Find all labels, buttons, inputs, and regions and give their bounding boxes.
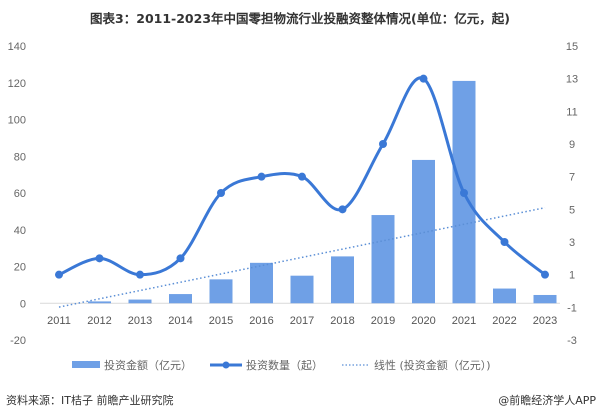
count-marker [460,189,468,197]
left-axis-tick: 40 [14,225,26,237]
right-axis-tick: 13 [566,74,578,86]
legend-line-label: 投资数量（起） [246,358,323,372]
left-axis-tick: 0 [20,298,26,310]
legend-bar-swatch [72,361,100,368]
x-axis-tick: 2020 [411,315,435,327]
bar-2023 [533,294,557,304]
count-marker [541,270,549,279]
count-marker [136,270,144,279]
left-axis-tick: 140 [8,41,26,53]
x-axis-tick: 2012 [87,315,111,327]
count-marker [419,74,428,83]
source-note: 资料来源：IT桔子 前瞻产业研究院 [6,394,174,407]
trend-line [58,206,546,308]
bar-2016 [250,262,273,304]
x-axis-tick: 2013 [128,315,152,327]
right-axis-tick: 5 [569,204,575,216]
right-axis-tick: 7 [569,172,575,184]
bar-2018 [331,256,354,304]
left-axis-tick: 120 [8,78,26,90]
right-axis-tick: 11 [566,106,577,118]
x-axis-tick: 2017 [290,315,314,327]
x-axis-tick: 2019 [371,315,395,327]
left-axis-tick: 100 [8,115,26,127]
count-marker [217,189,225,197]
x-axis-tick: 2023 [533,315,557,327]
right-axis-tick: 15 [566,41,578,53]
count-marker [55,270,63,279]
left-axis-tick: 60 [14,188,26,200]
x-axis-tick: 2015 [209,315,233,327]
chart-title: 图表3：2011-2023年中国零担物流行业投融资整体情况(单位：亿元，起) [90,11,510,26]
x-axis-tick: 2011 [47,315,71,327]
bar-2017 [290,275,314,304]
bar-2015 [209,279,233,304]
x-axis-tick: 2021 [452,315,476,327]
right-axis-tick: 3 [569,237,575,249]
count-marker [95,254,104,263]
x-axis-tick: 2018 [330,315,354,327]
x-axis-tick: 2016 [249,315,273,327]
count-marker [379,140,387,148]
x-axis-tick: 2022 [492,315,516,327]
right-axis-tick: 9 [569,139,575,151]
count-marker [500,238,509,246]
right-axis-tick: 1 [569,270,575,282]
left-axis-tick: -20 [10,335,26,347]
count-marker [176,254,185,263]
count-marker [298,172,306,181]
bar-2013 [128,299,152,304]
bar-2014 [169,294,192,304]
right-axis-tick: -3 [567,335,577,347]
left-axis-tick: 80 [14,151,26,163]
count-marker [257,172,266,181]
right-axis-tick: -1 [567,302,577,314]
x-axis-tick: 2014 [168,315,192,327]
credit-note: @前瞻经济学人APP [498,394,596,407]
count-marker [338,205,347,214]
legend-line-marker [222,361,230,369]
bar-2022 [493,288,516,304]
bar-2012 [88,301,111,304]
bar-2019 [371,215,395,304]
left-axis-tick: 20 [14,262,26,274]
legend-trend-label: 线性 (投资金额（亿元）) [374,358,491,372]
legend-bar-label: 投资金额（亿元） [104,358,192,372]
bar-2020 [412,159,435,304]
